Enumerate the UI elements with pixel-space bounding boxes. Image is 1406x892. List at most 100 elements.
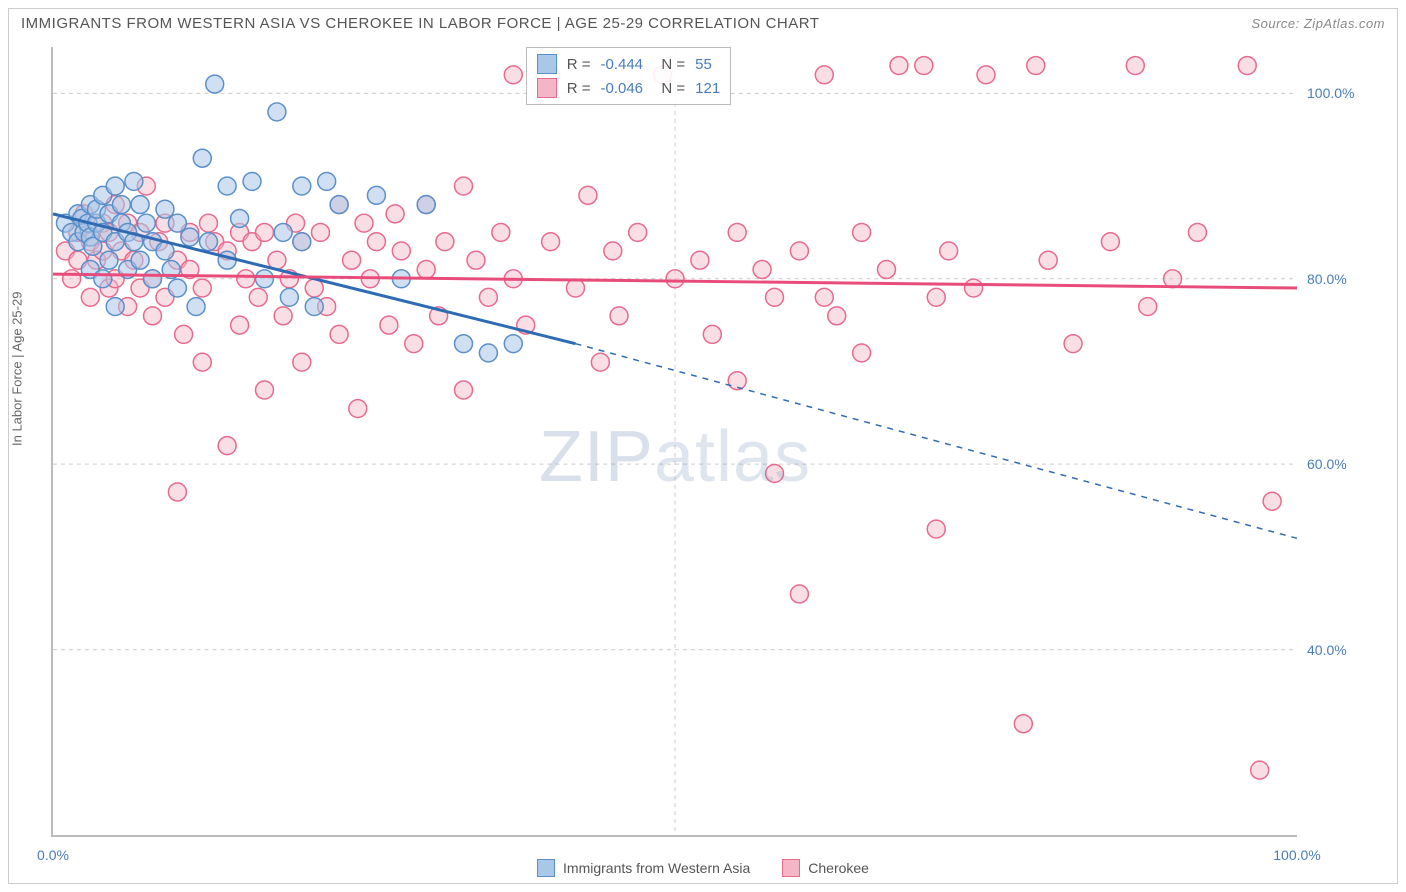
bottom-legend: Immigrants from Western Asia Cherokee [9, 859, 1397, 877]
data-point [187, 298, 205, 316]
stat-n-label: N = [653, 56, 685, 73]
data-point [828, 307, 846, 325]
stat-r-value: -0.046 [600, 80, 643, 97]
data-point [156, 200, 174, 218]
data-point [168, 279, 186, 297]
data-point [243, 172, 261, 190]
data-point [417, 196, 435, 214]
y-axis-title: In Labor Force | Age 25-29 [10, 292, 25, 446]
stats-row: R = -0.444 N = 55 [537, 52, 720, 76]
data-point [1027, 57, 1045, 75]
data-point [579, 186, 597, 204]
data-point [455, 177, 473, 195]
data-point [703, 325, 721, 343]
data-point [542, 233, 560, 251]
data-point [691, 251, 709, 269]
data-point [467, 251, 485, 269]
data-point [274, 223, 292, 241]
data-point [878, 261, 896, 279]
data-point [175, 325, 193, 343]
data-point [293, 353, 311, 371]
data-point [100, 251, 118, 269]
legend-label: Cherokee [808, 860, 869, 876]
legend-swatch [537, 78, 557, 98]
data-point [504, 335, 522, 353]
chart-source: Source: ZipAtlas.com [1251, 16, 1385, 31]
data-point [1014, 715, 1032, 733]
data-point [753, 261, 771, 279]
data-point [280, 288, 298, 306]
data-point [237, 270, 255, 288]
data-point [1164, 270, 1182, 288]
data-point [504, 66, 522, 84]
stats-legend-box: R = -0.444 N = 55R = -0.046 N = 121 [526, 47, 731, 105]
stat-n-label: N = [653, 80, 685, 97]
data-point [218, 177, 236, 195]
stat-r-label: R = [567, 56, 591, 73]
trend-line-extrapolated [575, 344, 1297, 539]
data-point [853, 223, 871, 241]
title-bar: IMMIGRANTS FROM WESTERN ASIA VS CHEROKEE… [9, 9, 1397, 38]
data-point [728, 223, 746, 241]
data-point [181, 228, 199, 246]
data-point [206, 75, 224, 93]
data-point [168, 214, 186, 232]
data-point [193, 149, 211, 167]
data-point [274, 307, 292, 325]
data-point [94, 270, 112, 288]
data-point [168, 483, 186, 501]
data-point [417, 261, 435, 279]
legend-swatch [782, 859, 800, 877]
y-tick-label: 40.0% [1307, 642, 1367, 658]
data-point [1139, 298, 1157, 316]
data-point [231, 210, 249, 228]
stat-n-value: 121 [695, 80, 720, 97]
data-point [940, 242, 958, 260]
data-point [815, 288, 833, 306]
correlation-chart: IMMIGRANTS FROM WESTERN ASIA VS CHEROKEE… [8, 8, 1398, 884]
data-point [330, 325, 348, 343]
data-point [367, 186, 385, 204]
data-point [610, 307, 628, 325]
data-point [249, 288, 267, 306]
data-point [766, 464, 784, 482]
data-point [125, 172, 143, 190]
data-point [977, 66, 995, 84]
data-point [386, 205, 404, 223]
data-point [193, 353, 211, 371]
data-point [965, 279, 983, 297]
legend-label: Immigrants from Western Asia [563, 860, 750, 876]
data-point [349, 400, 367, 418]
data-point [343, 251, 361, 269]
data-point [927, 288, 945, 306]
data-point [106, 177, 124, 195]
y-tick-label: 60.0% [1307, 456, 1367, 472]
stats-row: R =-0.046 N =121 [537, 76, 720, 100]
data-point [144, 307, 162, 325]
data-point [81, 288, 99, 306]
chart-title: IMMIGRANTS FROM WESTERN ASIA VS CHEROKEE… [21, 15, 819, 32]
data-point [915, 57, 933, 75]
stat-r-value: -0.444 [600, 56, 643, 73]
data-point [591, 353, 609, 371]
legend-swatch [537, 859, 555, 877]
stat-n-value: 55 [695, 56, 712, 73]
y-tick-label: 80.0% [1307, 271, 1367, 287]
legend-item: Cherokee [782, 859, 869, 877]
data-point [890, 57, 908, 75]
data-point [455, 381, 473, 399]
data-point [137, 214, 155, 232]
data-point [790, 585, 808, 603]
data-point [293, 233, 311, 251]
legend-item: Immigrants from Western Asia [537, 859, 750, 877]
data-point [231, 316, 249, 334]
data-point [392, 242, 410, 260]
data-point [200, 233, 218, 251]
data-point [311, 223, 329, 241]
data-point [106, 298, 124, 316]
data-point [1238, 57, 1256, 75]
data-point [1251, 761, 1269, 779]
data-point [367, 233, 385, 251]
data-point [112, 196, 130, 214]
data-point [1101, 233, 1119, 251]
